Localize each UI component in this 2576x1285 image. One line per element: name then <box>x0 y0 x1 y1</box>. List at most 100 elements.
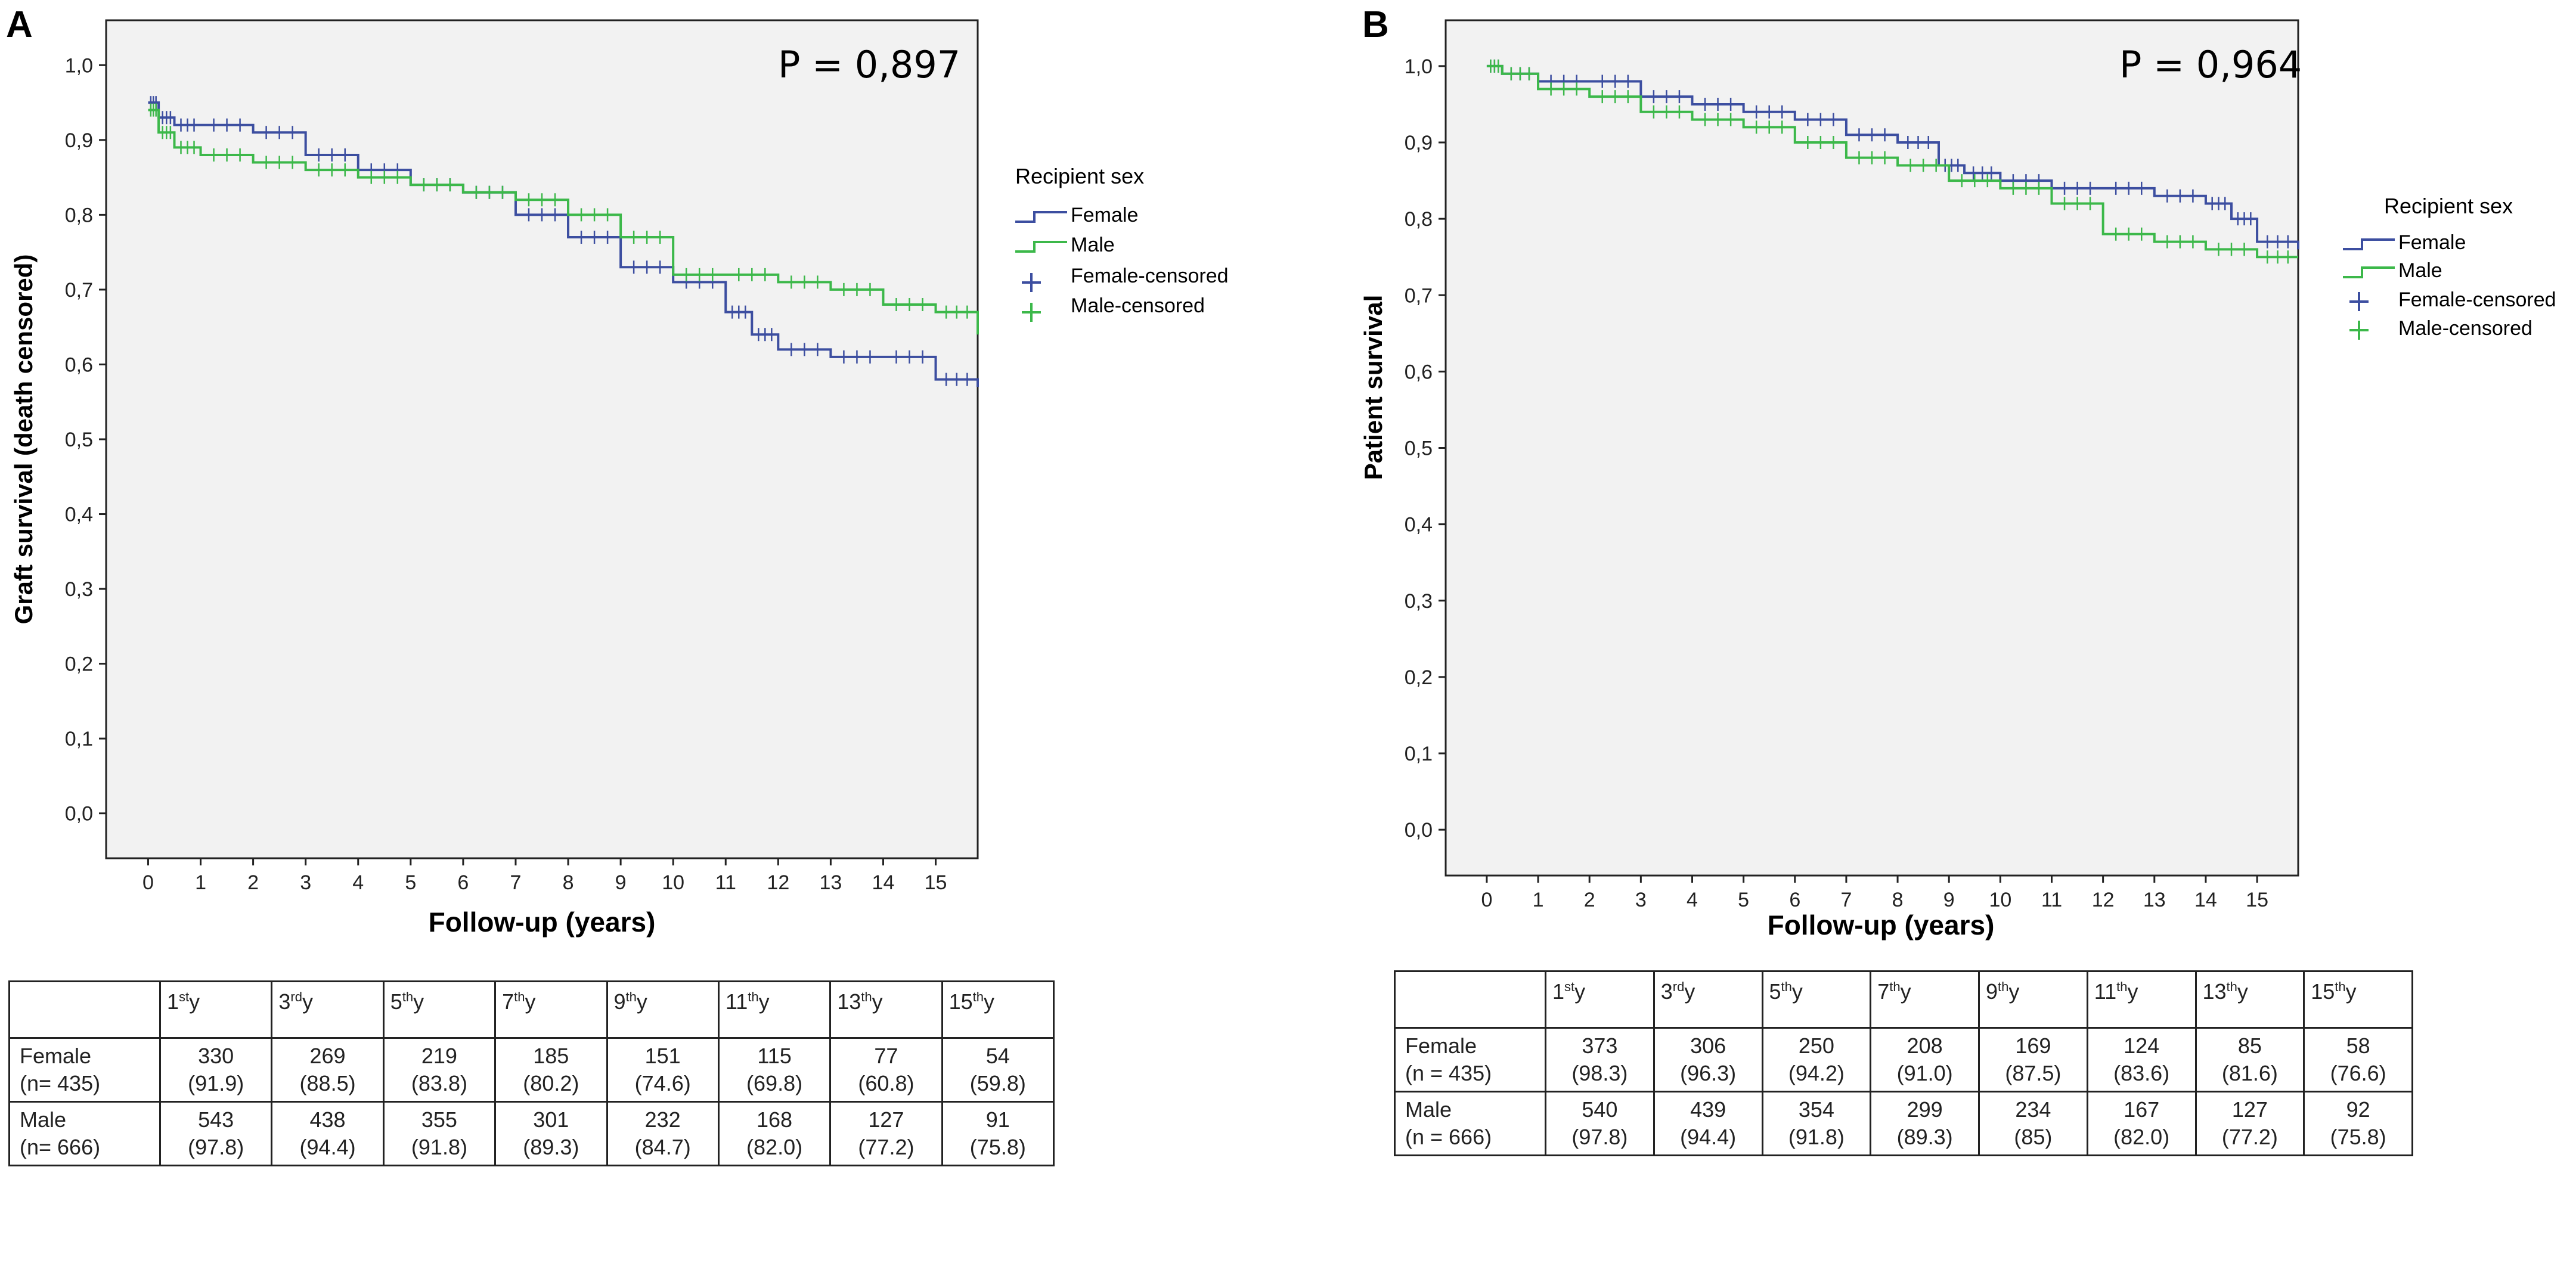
cell-pct: (77.2) <box>858 1135 915 1159</box>
x-tick-label-a: 15 <box>925 871 947 894</box>
table-cell: 232 (84.7) <box>606 1101 720 1166</box>
cell-count: 299 <box>1907 1097 1943 1122</box>
x-tick-label-a: 4 <box>352 871 364 894</box>
header-sup: th <box>1889 979 1901 994</box>
cell-pct: (60.8) <box>858 1071 915 1095</box>
cell-pct: (74.6) <box>634 1071 691 1095</box>
legend-marker-female-censored-a <box>1022 273 1041 292</box>
header-num: 11 <box>725 989 748 1014</box>
x-tick-label-a: 8 <box>563 871 574 894</box>
x-tick-label-a: 3 <box>300 871 311 894</box>
y-tick-label-b: 0,9 <box>1405 132 1433 154</box>
cell-pct: (77.2) <box>2221 1125 2278 1149</box>
x-tick-label-a: 11 <box>715 871 736 894</box>
x-tick-label-b: 14 <box>2194 889 2217 911</box>
header-unit: y <box>758 989 770 1014</box>
table-cell: 91 (75.8) <box>941 1101 1055 1166</box>
y-tick-label-a: 0,5 <box>65 429 93 451</box>
header-unit: y <box>2127 979 2138 1004</box>
x-tick-label-b: 1 <box>1533 889 1544 911</box>
y-tick-label-a: 0,8 <box>65 204 93 226</box>
cell-count: 185 <box>533 1044 569 1068</box>
table-cell: 92 (75.8) <box>2303 1091 2413 1156</box>
y-tick-label-a: 0,3 <box>65 578 93 601</box>
table-cell: 269 (88.5) <box>271 1037 385 1103</box>
cell-pct: (87.5) <box>2005 1061 2062 1085</box>
header-num: 7 <box>1877 979 1890 1004</box>
legend-marker-female-censored-b <box>2349 292 2369 311</box>
cell-pct: (94.4) <box>1680 1125 1737 1149</box>
table-cell: 330 (91.9) <box>159 1037 273 1103</box>
x-tick-label-a: 1 <box>195 871 206 894</box>
legend-label-female-a: Female <box>1071 204 1138 226</box>
cell-pct: (76.6) <box>2330 1061 2386 1085</box>
cell-count: 373 <box>1582 1033 1618 1058</box>
legend-marker-male-censored-a <box>1022 303 1041 322</box>
header-sup: th <box>514 989 525 1004</box>
y-tick-label-a: 0,1 <box>65 728 93 750</box>
y-tick-label-b: 0,8 <box>1405 208 1433 231</box>
legend-label-male-a: Male <box>1071 234 1115 256</box>
cell-pct: (85) <box>2014 1125 2053 1149</box>
x-tick-label-b: 8 <box>1892 889 1904 911</box>
survival-table-a: 1st y 3rd y 5th y 7th y 9th y 11th y 13t… <box>8 980 1055 1166</box>
table-header-cell: 11th y <box>2086 970 2197 1029</box>
header-sup: th <box>972 989 984 1004</box>
x-tick-label-b: 9 <box>1943 889 1955 911</box>
table-header-row: 1st y 3rd y 5th y 7th y 9th y 11th y 13t… <box>8 980 1055 1039</box>
header-sup: th <box>2335 979 2346 994</box>
cell-count: 91 <box>985 1107 1010 1132</box>
header-unit: y <box>1791 979 1803 1004</box>
legend-title-b: Recipient sex <box>2384 194 2513 218</box>
table-cell: 167 (82.0) <box>2086 1091 2197 1156</box>
table-cell: 540 (97.8) <box>1545 1091 1655 1156</box>
table-cell: 124 (83.6) <box>2086 1027 2197 1092</box>
header-num: 3 <box>1660 979 1673 1004</box>
legend-line-male-b <box>2343 266 2395 278</box>
header-sup: th <box>2226 979 2237 994</box>
series-b <box>1486 59 2299 264</box>
cell-pct: (69.8) <box>746 1071 803 1095</box>
x-tick-label-a: 13 <box>819 871 842 894</box>
table-header-cell: 13th y <box>2194 970 2305 1029</box>
x-tick-label-a: 0 <box>142 871 154 894</box>
panel-letter-a: A <box>6 4 33 45</box>
legend-label-male-censored-b: Male-censored <box>2398 317 2532 340</box>
cell-count: 543 <box>198 1107 234 1132</box>
row-header: Male (n= 666) <box>8 1101 161 1166</box>
y-axis-b: 0,0 0,1 0,2 0,3 0,4 0,5 0,6 0,7 0,8 0,9 1,0 <box>1405 55 1446 842</box>
x-tick-label-a: 12 <box>767 871 789 894</box>
cell-count: 169 <box>2015 1033 2051 1058</box>
header-num: 7 <box>502 989 514 1014</box>
cell-count: 85 <box>2237 1033 2262 1058</box>
y-axis-label-a: Graft survival (death censored) <box>10 254 38 625</box>
cell-pct: (91.9) <box>188 1071 244 1095</box>
x-tick-label-b: 2 <box>1584 889 1595 911</box>
table-header-cell: 15th y <box>941 980 1055 1039</box>
series-line-male-a <box>148 108 979 335</box>
x-tick-label-a: 6 <box>457 871 469 894</box>
cell-count: 151 <box>644 1044 681 1068</box>
table-cell: 299 (89.3) <box>1870 1091 1980 1156</box>
x-tick-label-b: 11 <box>2041 889 2062 911</box>
header-unit: y <box>872 989 883 1014</box>
table-cell: 301 (89.3) <box>494 1101 608 1166</box>
table-cell: 373 (98.3) <box>1545 1027 1655 1092</box>
x-tick-label-b: 13 <box>2143 889 2166 911</box>
cell-pct: (94.2) <box>1788 1061 1845 1085</box>
cell-pct: (91.8) <box>1788 1125 1845 1149</box>
x-tick-label-b: 5 <box>1738 889 1749 911</box>
y-tick-label-a: 0,0 <box>65 803 93 825</box>
header-unit: y <box>2345 979 2357 1004</box>
y-tick-label-b: 0,4 <box>1405 514 1433 536</box>
cell-count: 301 <box>533 1107 569 1132</box>
y-tick-label-b: 0,2 <box>1405 666 1433 689</box>
y-tick-label-b: 0,5 <box>1405 437 1433 460</box>
y-tick-label-a: 0,6 <box>65 353 93 376</box>
header-sup: th <box>2116 979 2128 994</box>
cell-pct: (88.5) <box>299 1071 356 1095</box>
x-axis-label-a: Follow-up (years) <box>429 907 656 938</box>
cell-pct: (96.3) <box>1680 1061 1737 1085</box>
series-line-female-b <box>1486 64 2299 250</box>
